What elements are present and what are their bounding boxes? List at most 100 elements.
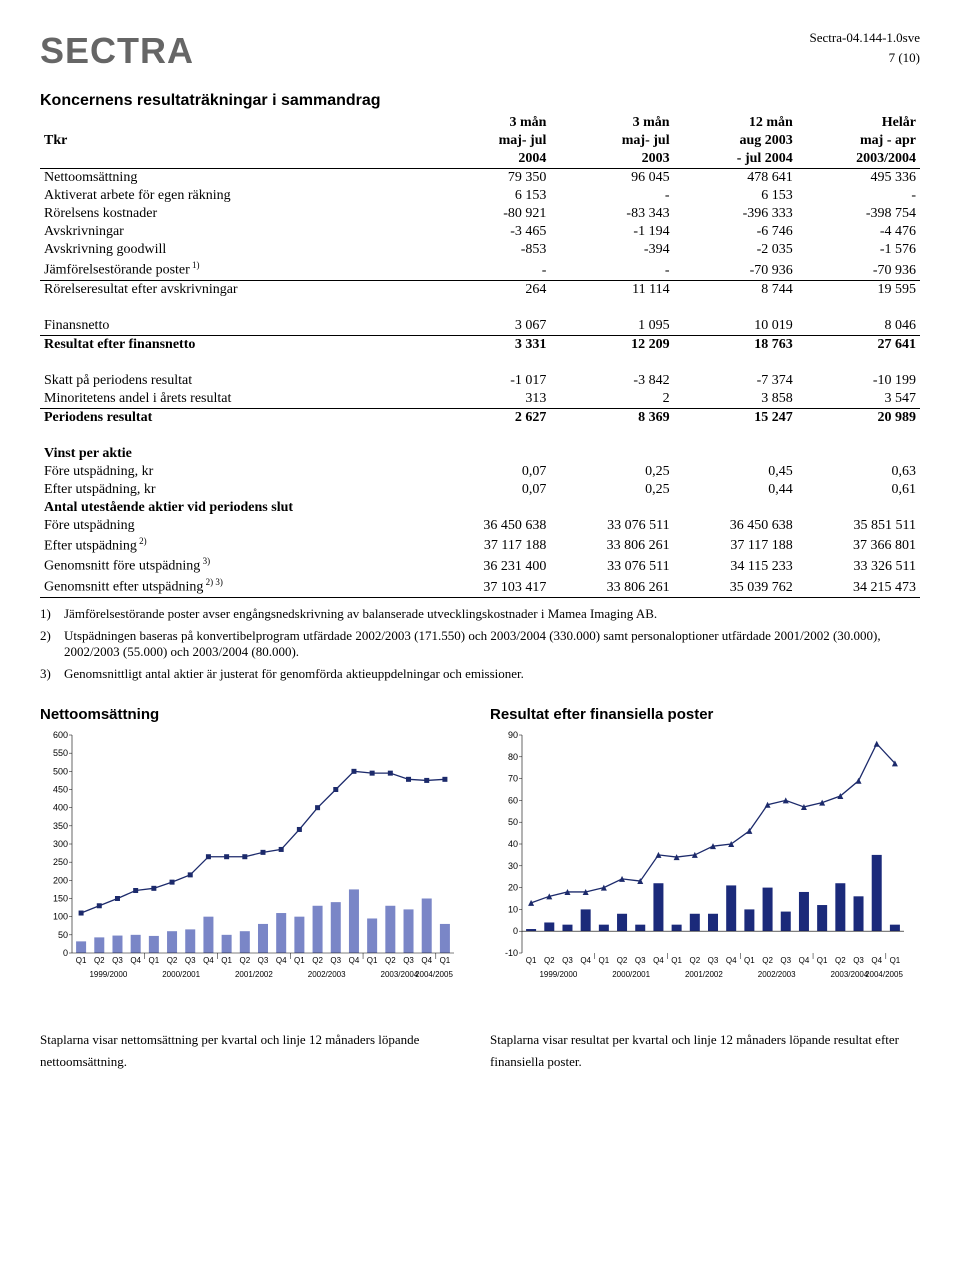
cell: -70 936 [797,259,920,280]
svg-text:2004/2005: 2004/2005 [865,970,903,979]
cell: -398 754 [797,205,920,223]
cell: 0,25 [550,463,673,481]
table-row: Resultat efter finansnetto3 33112 20918 … [40,335,920,354]
cell: 0,44 [674,481,797,499]
table-row: Minoritetens andel i årets resultat31323… [40,390,920,409]
svg-text:2003/2004: 2003/2004 [381,970,419,979]
svg-text:20: 20 [508,882,518,892]
svg-text:90: 90 [508,730,518,740]
col4-bot: 2003/2004 [797,150,920,169]
svg-text:Q2: Q2 [94,956,105,965]
cell: 18 763 [674,335,797,354]
cell: 495 336 [797,169,920,188]
chart1-col: Nettoomsättning 050100150200250300350400… [40,706,470,1073]
footnote-num: 2) [40,628,64,660]
row-label: Före utspädning, kr [40,463,427,481]
svg-text:10: 10 [508,904,518,914]
cell: -1 017 [427,372,550,390]
svg-text:2000/2001: 2000/2001 [162,970,200,979]
svg-text:Q3: Q3 [185,956,196,965]
svg-text:1999/2000: 1999/2000 [89,970,127,979]
cell: -2 035 [674,241,797,259]
svg-text:Q1: Q1 [817,956,828,965]
cell: 35 039 762 [674,576,797,597]
svg-text:2003/2004: 2003/2004 [831,970,869,979]
svg-text:2002/2003: 2002/2003 [758,970,796,979]
svg-text:70: 70 [508,773,518,783]
cell: 36 231 400 [427,555,550,576]
col3-top: 12 mån [674,114,797,132]
svg-text:Q2: Q2 [544,956,555,965]
svg-text:Q3: Q3 [258,956,269,965]
cell: -6 746 [674,223,797,241]
table-subheading: Vinst per aktie [40,445,920,463]
svg-text:550: 550 [53,748,68,758]
svg-text:2001/2002: 2001/2002 [235,970,273,979]
svg-text:400: 400 [53,802,68,812]
footnote-text: Utspädningen baseras på konvertibelprogr… [64,628,920,660]
footnote-2: 2) Utspädningen baseras på konvertibelpr… [40,628,920,660]
cell: 37 117 188 [427,535,550,556]
svg-text:Q3: Q3 [635,956,646,965]
chart2: -100102030405060708090Q1Q2Q3Q4Q1Q2Q3Q4Q1… [490,729,910,989]
row-label: Genomsnitt efter utspädning 2) 3) [40,576,427,597]
svg-text:2000/2001: 2000/2001 [612,970,650,979]
cell: 12 209 [550,335,673,354]
row-label: Periodens resultat [40,408,427,427]
svg-text:0: 0 [513,926,518,936]
row-label-head: Tkr [40,132,427,150]
chart2-caption: Staplarna visar resultat per kvartal och… [490,1029,920,1073]
logo: SECTRA [40,30,194,72]
cell: -1 194 [550,223,673,241]
svg-text:Q3: Q3 [403,956,414,965]
svg-text:Q3: Q3 [780,956,791,965]
table-row: Aktiverat arbete för egen räkning6 153-6… [40,187,920,205]
cell: 0,61 [797,481,920,499]
table-title: Koncernens resultaträkningar i sammandra… [40,92,920,110]
cell: 33 076 511 [550,517,673,535]
table-row: Rörelseresultat efter avskrivningar26411… [40,280,920,299]
svg-text:Q3: Q3 [330,956,341,965]
col4-top: Helår [797,114,920,132]
cell: 2 627 [427,408,550,427]
cell: 2 [550,390,673,409]
svg-text:Q4: Q4 [421,956,432,965]
svg-text:Q1: Q1 [526,956,537,965]
col2-top: 3 mån [550,114,673,132]
cell: - [797,187,920,205]
svg-text:60: 60 [508,795,518,805]
cell: 33 806 261 [550,576,673,597]
table-row: Avskrivningar-3 465-1 194-6 746-4 476 [40,223,920,241]
table-row: Skatt på periodens resultat-1 017-3 842-… [40,372,920,390]
svg-text:Q2: Q2 [689,956,700,965]
cell: 0,25 [550,481,673,499]
row-label: Rörelsens kostnader [40,205,427,223]
cell: 33 326 511 [797,555,920,576]
row-label: Resultat efter finansnetto [40,335,427,354]
row-label: Före utspädning [40,517,427,535]
svg-text:50: 50 [508,817,518,827]
cell: 33 806 261 [550,535,673,556]
cell: -3 465 [427,223,550,241]
svg-text:2002/2003: 2002/2003 [308,970,346,979]
table-row: Avskrivning goodwill-853-394-2 035-1 576 [40,241,920,259]
svg-text:600: 600 [53,730,68,740]
svg-text:2004/2005: 2004/2005 [415,970,453,979]
svg-text:Q2: Q2 [762,956,773,965]
svg-text:Q1: Q1 [367,956,378,965]
svg-text:40: 40 [508,839,518,849]
svg-text:Q2: Q2 [312,956,323,965]
row-label: Avskrivningar [40,223,427,241]
table-row: Före utspädning36 450 63833 076 51136 45… [40,517,920,535]
row-label: Avskrivning goodwill [40,241,427,259]
cell: -83 343 [550,205,673,223]
table-row: Genomsnitt före utspädning 3)36 231 4003… [40,555,920,576]
col1-mid: maj- jul [427,132,550,150]
chart-svg: 050100150200250300350400450500550600Q1Q2… [40,729,460,989]
cell: 20 989 [797,408,920,427]
svg-text:300: 300 [53,839,68,849]
cell: 0,63 [797,463,920,481]
table-row: Periodens resultat2 6278 36915 24720 989 [40,408,920,427]
row-label: Jämförelsestörande poster 1) [40,259,427,280]
col3-mid: aug 2003 [674,132,797,150]
